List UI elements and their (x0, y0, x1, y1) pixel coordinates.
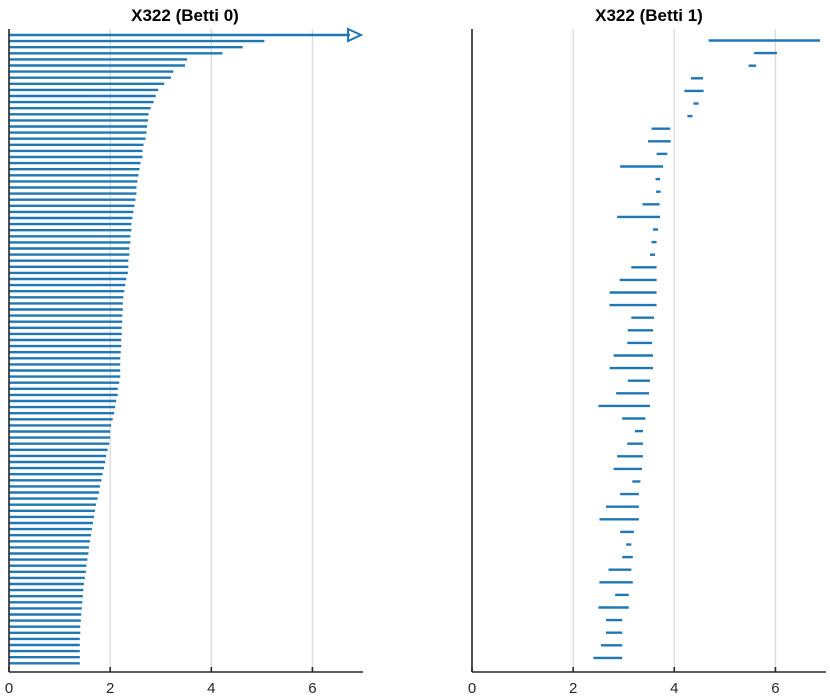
betti1-panel: X322 (Betti 1) 0 2 4 6 (468, 6, 826, 697)
betti1-tick-label-6: 6 (771, 680, 779, 697)
betti0-bars (9, 27, 364, 665)
betti0-title: X322 (Betti 0) (131, 6, 239, 25)
betti1-tick-labels: 0 2 4 6 (468, 680, 780, 697)
betti0-tick-label-0: 0 (5, 680, 13, 697)
betti1-axes (471, 29, 826, 673)
betti0-gridlines (109, 29, 314, 672)
betti0-tick-label-6: 6 (308, 680, 316, 697)
betti0-tick-labels: 0 2 4 6 (5, 680, 317, 697)
betti0-infinite-arrow-icon (347, 27, 364, 43)
betti1-tick-label-2: 2 (569, 680, 577, 697)
betti0-tick-label-2: 2 (106, 680, 114, 697)
betti1-tick-label-0: 0 (468, 680, 476, 697)
betti1-bars (593, 39, 820, 660)
betti0-axes (8, 29, 363, 673)
betti0-tick-label-4: 4 (207, 680, 215, 697)
betti1-title: X322 (Betti 1) (595, 6, 703, 25)
betti0-panel: X322 (Betti 0) 0 2 4 6 (5, 6, 364, 697)
betti1-tick-label-4: 4 (670, 680, 678, 697)
betti1-gridlines (572, 29, 777, 672)
